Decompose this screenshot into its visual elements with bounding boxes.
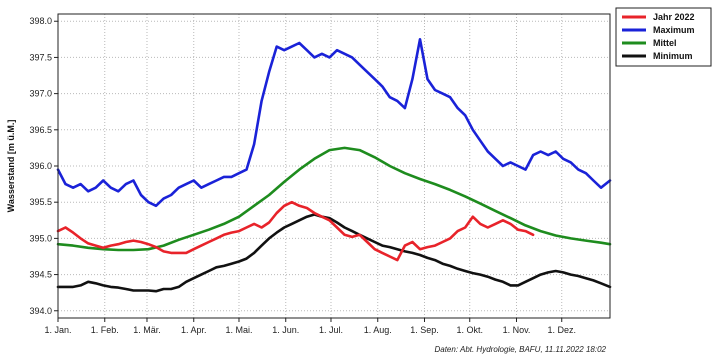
y-axis-ticks: 398.0 397.5 397.0 396.5 396.0 395.5 395.0 394.5… <box>29 16 58 316</box>
y-tick-label: 394.0 <box>29 306 52 316</box>
y-tick-label: 398.0 <box>29 16 52 26</box>
x-tick-label: 1. Apr. <box>181 325 207 335</box>
y-tick-label: 395.0 <box>29 233 52 243</box>
legend-label: Maximum <box>653 25 695 35</box>
x-tick-label: 1. Sep. <box>410 325 439 335</box>
x-tick-label: 1. Jun. <box>272 325 299 335</box>
x-tick-label: 1. Nov. <box>503 325 531 335</box>
legend-label: Mittel <box>653 38 677 48</box>
plot-frame <box>57 13 611 319</box>
x-tick-label: 1. Feb. <box>91 325 119 335</box>
legend: Jahr 2022 Maximum Mittel Minimum <box>615 7 712 67</box>
x-axis-ticks: 1. Jan. 1. Feb. 1. Mär. 1. Apr. 1. Mai. 1. Ju… <box>44 318 576 335</box>
y-tick-label: 397.0 <box>29 89 52 99</box>
series-line-maximum <box>56 38 612 208</box>
y-tick-label: 394.5 <box>29 270 52 280</box>
y-tick-label: 396.5 <box>29 125 52 135</box>
y-tick-label: 396.0 <box>29 161 52 171</box>
series-line-mittel <box>56 146 612 252</box>
y-axis-label: Wasserstand [m ü.M.] <box>6 120 16 213</box>
x-tick-label: 1. Dez. <box>547 325 576 335</box>
x-tick-label: 1. Jan. <box>44 325 71 335</box>
series-line-jahr-2022 <box>56 200 535 262</box>
data-source-note: Daten: Abt. Hydrologie, BAFU, 11.11.2022… <box>434 345 606 354</box>
y-tick-label: 397.5 <box>29 52 52 62</box>
x-tick-label: 1. Okt. <box>456 325 483 335</box>
x-tick-label: 1. Aug. <box>364 325 392 335</box>
x-tick-label: 1. Jul. <box>319 325 343 335</box>
x-tick-label: 1. Mai. <box>225 325 252 335</box>
x-tick-label: 1. Mär. <box>133 325 161 335</box>
series-lines <box>56 38 612 293</box>
legend-label: Jahr 2022 <box>653 12 695 22</box>
legend-label: Minimum <box>653 51 693 61</box>
y-tick-label: 395.5 <box>29 197 52 207</box>
series-line-minimum <box>56 213 612 293</box>
